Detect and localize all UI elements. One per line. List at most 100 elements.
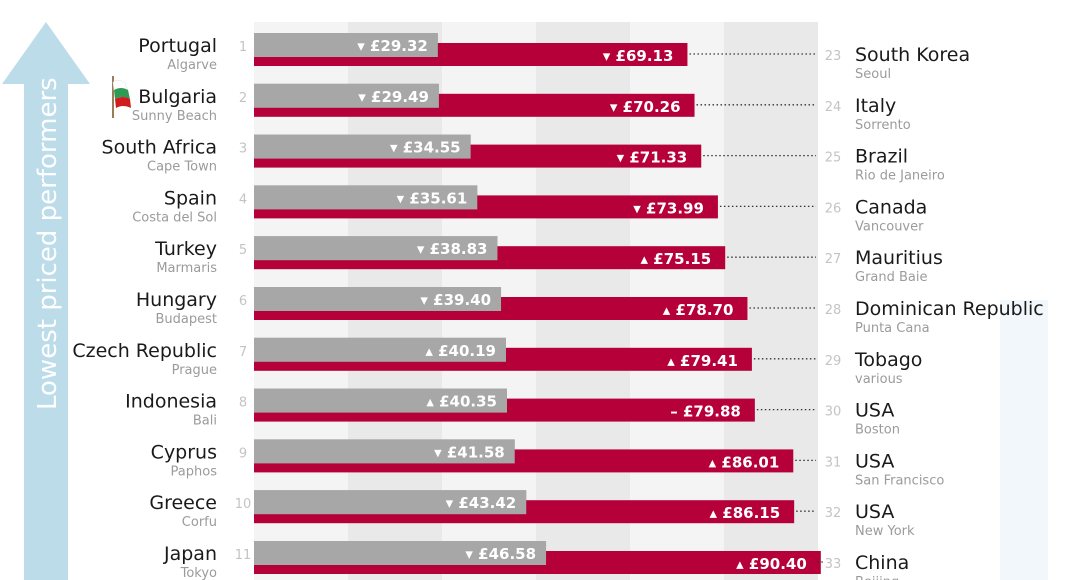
place-label: Cape Town: [147, 160, 217, 175]
red-bar-label: ▴ £90.40: [736, 555, 807, 573]
place-label: various: [855, 372, 903, 387]
red-bar-label: ▾ £70.26: [610, 98, 681, 116]
red-bar-label: ▾ £71.33: [617, 149, 688, 167]
red-bar-label: ▴ £79.41: [667, 352, 738, 370]
place-label: Boston: [855, 423, 900, 438]
grey-bar-overlay: [254, 388, 507, 413]
country-label: Japan: [163, 543, 217, 565]
grey-bar-overlay: [254, 134, 471, 159]
country-label: Turkey: [154, 238, 217, 260]
country-label: Tobago: [854, 349, 922, 371]
grey-bar-overlay: [254, 236, 498, 261]
red-bar-label: ▴ £78.70: [663, 301, 734, 319]
grey-bar-overlay: [254, 541, 547, 565]
country-label: South Africa: [102, 137, 217, 159]
place-label: Beijing: [855, 575, 899, 580]
country-label: Bulgaria: [138, 86, 217, 108]
place-label: Punta Cana: [855, 321, 930, 336]
place-label: San Francisco: [855, 473, 944, 488]
country-label: Portugal: [138, 35, 217, 57]
rank-label: 25: [825, 151, 842, 166]
rank-label: 10: [235, 497, 252, 512]
place-label: Algarve: [167, 58, 217, 73]
rank-label: 9: [239, 446, 247, 461]
place-label: Seoul: [855, 67, 891, 82]
country-label: USA: [855, 450, 894, 472]
rank-label: 5: [239, 243, 247, 258]
place-label: Grand Baie: [855, 270, 928, 285]
red-bar-label: ▾ £73.99: [633, 199, 704, 217]
rank-label: 31: [825, 455, 842, 470]
bulgaria-flag-icon: [112, 76, 131, 118]
place-label: Rio de Janeiro: [855, 169, 945, 184]
grey-bar-label: ▾ £39.40: [420, 291, 491, 309]
grey-bar-label: ▾ £29.32: [357, 37, 428, 55]
grey-bar-label: ▴ £40.35: [426, 393, 497, 411]
grey-bar-overlay: [254, 439, 515, 464]
place-label: Sunny Beach: [132, 109, 217, 124]
country-label: Spain: [164, 187, 217, 209]
grey-bar-label: ▾ £29.49: [358, 88, 429, 106]
grey-bar-label: ▾ £41.58: [434, 443, 505, 461]
place-label: Vancouver: [855, 219, 924, 234]
country-label: China: [855, 552, 909, 574]
place-label: Bali: [193, 414, 217, 429]
country-label: Mauritius: [855, 247, 943, 269]
rank-label: 4: [239, 192, 247, 207]
place-label: Paphos: [171, 464, 218, 479]
red-bar-label: ▴ £75.15: [641, 250, 712, 268]
rank-label: 33: [825, 557, 842, 572]
grey-bar-label: ▾ £43.42: [446, 494, 517, 512]
rank-label: 2: [239, 91, 247, 106]
rank-label: 7: [239, 345, 247, 360]
rank-label: 26: [825, 201, 842, 216]
rank-label: 27: [825, 252, 842, 267]
place-label: Marmaris: [156, 261, 217, 276]
grey-bar-overlay: [254, 83, 439, 108]
grey-bar-label: ▾ £34.55: [390, 139, 461, 157]
place-label: Sorrento: [855, 118, 911, 133]
rank-label: 11: [235, 548, 252, 563]
red-bar-label: ▾ £69.13: [603, 47, 674, 65]
grey-bar-label: ▾ £46.58: [465, 545, 536, 563]
up-arrow-icon: [2, 22, 90, 580]
rank-label: 28: [825, 303, 842, 318]
rank-label: 23: [825, 49, 842, 64]
grey-bar-overlay: [254, 490, 527, 515]
grey-bar-label: ▾ £35.61: [397, 189, 468, 207]
country-label: Indonesia: [125, 391, 217, 413]
place-label: New York: [855, 524, 915, 539]
country-label: Brazil: [855, 146, 908, 168]
rank-label: 30: [825, 405, 842, 420]
place-label: Tokyo: [180, 566, 217, 580]
place-label: Budapest: [156, 312, 218, 327]
country-label: Italy: [855, 95, 896, 117]
lowest-priced-arrow: Lowest priced performers: [2, 22, 90, 580]
country-label: USA: [855, 400, 894, 422]
grey-bar-label: ▴ £40.19: [425, 342, 496, 360]
country-label: Greece: [149, 492, 217, 514]
rank-label: 3: [239, 142, 247, 157]
grey-bar-overlay: [254, 287, 502, 311]
country-label: Dominican Republic: [855, 298, 1044, 320]
grey-bar-overlay: [254, 33, 438, 57]
country-label: Cyprus: [151, 441, 217, 463]
country-label: Canada: [855, 196, 927, 218]
place-label: Corfu: [182, 515, 217, 530]
rank-label: 8: [239, 396, 247, 411]
rank-label: 32: [825, 506, 842, 521]
rank-label: 24: [825, 100, 842, 115]
grey-bar-overlay: [254, 185, 478, 210]
grey-bar-overlay: [254, 337, 506, 362]
place-label: Costa del Sol: [132, 210, 217, 225]
country-label: USA: [855, 501, 894, 523]
